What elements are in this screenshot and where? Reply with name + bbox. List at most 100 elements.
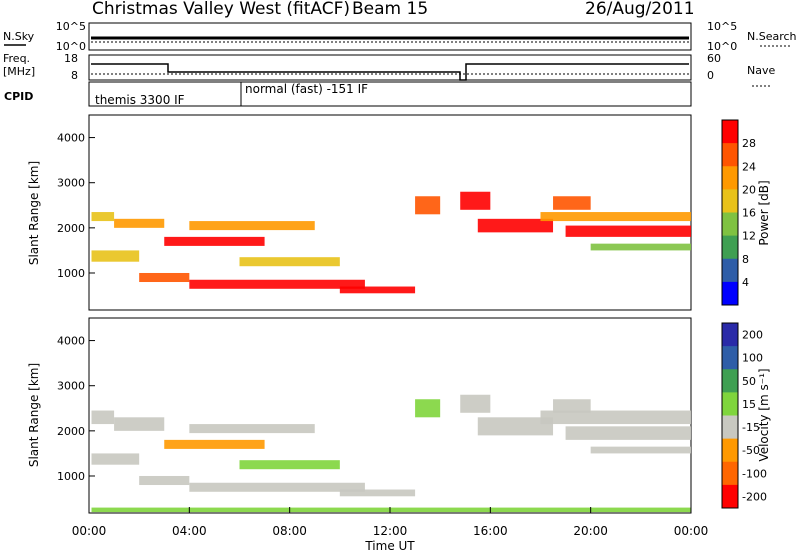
- power-band-15: [590, 243, 691, 251]
- cpid-mode-1: themis 3300 IF: [95, 93, 185, 107]
- power-heatmap: [91, 191, 691, 294]
- velocity-band-12: [553, 399, 591, 413]
- velocity-ytick-label-1: 2000: [57, 425, 85, 438]
- power-band-11: [477, 218, 554, 233]
- power-ytick-label-3: 4000: [57, 132, 85, 145]
- velocity-panel-y-label: Slant Range [km]: [27, 363, 41, 467]
- power-colorbar-seg-6: [722, 258, 738, 283]
- noise-tick-left-top: 10^5: [56, 20, 86, 33]
- velocity-colorbar-tick-7: -200: [742, 490, 767, 503]
- x-tick-label-0: 00:00: [72, 524, 107, 538]
- title: Christmas Valley West (fitACF): [92, 0, 350, 19]
- noise-tick-right-top: 10^5: [707, 20, 737, 33]
- velocity-colorbar: 200 100 50 15 -15 -50 -100 -200: [721, 322, 767, 509]
- velocity-band-1: [114, 417, 165, 431]
- velocity-band-5: [189, 424, 315, 434]
- velocity-band-14: [540, 410, 691, 425]
- velocity-colorbar-tick-1: 100: [742, 352, 763, 365]
- velocity-colorbar-seg-2: [722, 369, 738, 393]
- velocity-band-4: [164, 439, 265, 449]
- x-tick-label-3: 12:00: [373, 524, 408, 538]
- power-colorbar-tick-3: 16: [742, 207, 756, 220]
- power-band-6: [239, 257, 340, 267]
- velocity-ytick-label-3: 4000: [57, 335, 85, 348]
- power-band-13: [565, 225, 691, 237]
- velocity-colorbar-seg-0: [722, 323, 738, 347]
- velocity-colorbar-frame: [721, 322, 739, 509]
- velocity-ytick-label-0: 1000: [57, 470, 85, 483]
- velocity-band-9: [415, 399, 441, 418]
- power-colorbar-tick-5: 24: [742, 160, 756, 173]
- freq-tick-right-top: 60: [707, 52, 721, 65]
- power-colorbar-seg-7: [722, 281, 738, 306]
- velocity-band-10: [460, 394, 491, 413]
- velocity-colorbar-tick-6: -100: [742, 467, 767, 480]
- power-colorbar-tick-6: 28: [742, 137, 756, 150]
- cpid-label: CPID: [4, 90, 33, 103]
- power-panel-y-label: Slant Range [km]: [27, 161, 41, 265]
- velocity-colorbar-seg-1: [722, 346, 738, 370]
- velocity-colorbar-seg-3: [722, 392, 738, 416]
- x-axis-ticks: 00:00 04:00 08:00 12:00 16:00 20:00 00:00: [72, 507, 709, 538]
- power-colorbar-seg-1: [722, 143, 738, 167]
- velocity-band-15: [590, 446, 691, 454]
- velocity-colorbar-seg-6: [722, 461, 738, 486]
- velocity-colorbar-tick-5: -50: [742, 444, 760, 457]
- power-ytick-label-1: 2000: [57, 222, 85, 235]
- power-band-10: [460, 191, 491, 210]
- power-colorbar-seg-2: [722, 166, 738, 190]
- velocity-colorbar-tick-4: -15: [742, 421, 760, 434]
- freq-tick-left-top: 18: [64, 52, 78, 65]
- velocity-band-13: [565, 426, 691, 440]
- power-colorbar-tick-1: 8: [742, 253, 749, 266]
- freq-tick-left-bottom: 8: [71, 69, 78, 82]
- power-colorbar-tick-0: 4: [742, 276, 749, 289]
- noise-left-label: N.Sky: [3, 30, 35, 43]
- power-y-ticks: 1000 2000 3000 4000: [57, 132, 95, 280]
- velocity-band-2: [91, 453, 140, 465]
- freq-trace: [91, 63, 689, 81]
- power-colorbar: 4 8 12 16 20 24 28: [721, 119, 756, 306]
- x-axis-label: Time UT: [364, 539, 415, 553]
- power-colorbar-tick-4: 20: [742, 183, 756, 196]
- power-band-2: [91, 250, 140, 262]
- velocity-colorbar-tick-0: 200: [742, 329, 763, 342]
- freq-left-label-line1: Freq.: [3, 52, 30, 65]
- velocity-ytick-label-2: 3000: [57, 380, 85, 393]
- power-colorbar-seg-5: [722, 235, 738, 260]
- cpid-mode-2: normal (fast) -151 IF: [245, 82, 368, 96]
- power-band-5: [189, 221, 315, 231]
- noise-right-label: N.Search: [747, 30, 797, 43]
- power-band-4: [164, 236, 265, 246]
- velocity-y-ticks: 1000 2000 3000 4000: [57, 335, 95, 483]
- nave-label: Nave: [747, 64, 775, 77]
- power-ytick-label-0: 1000: [57, 267, 85, 280]
- cpid-panel: [88, 81, 692, 107]
- power-band-1: [114, 218, 165, 228]
- x-tick-label-6: 00:00: [674, 524, 709, 538]
- power-band-9: [415, 196, 441, 215]
- power-colorbar-seg-0: [722, 120, 738, 144]
- power-band-8: [339, 286, 416, 294]
- noise-panel: [88, 22, 692, 51]
- velocity-band-0: [91, 410, 115, 425]
- power-band-7: [189, 279, 365, 289]
- velocity-band-16: [91, 507, 692, 513]
- noise-tick-left-bottom: 10^0: [56, 40, 86, 53]
- noise-tick-right-bottom: 10^0: [707, 40, 737, 53]
- freq-panel: [88, 54, 692, 81]
- velocity-band-8: [339, 489, 416, 497]
- power-colorbar-frame: [721, 119, 739, 306]
- power-colorbar-seg-3: [722, 189, 738, 213]
- power-band-3: [139, 272, 190, 283]
- freq-tick-right-bottom: 0: [707, 69, 714, 82]
- power-colorbar-tick-2: 12: [742, 230, 756, 243]
- velocity-colorbar-seg-4: [722, 415, 738, 440]
- velocity-band-11: [477, 417, 554, 436]
- beam-label: Beam 15: [352, 0, 428, 19]
- velocity-colorbar-seg-5: [722, 438, 738, 463]
- velocity-band-7: [189, 482, 365, 492]
- velocity-colorbar-tick-2: 50: [742, 375, 756, 388]
